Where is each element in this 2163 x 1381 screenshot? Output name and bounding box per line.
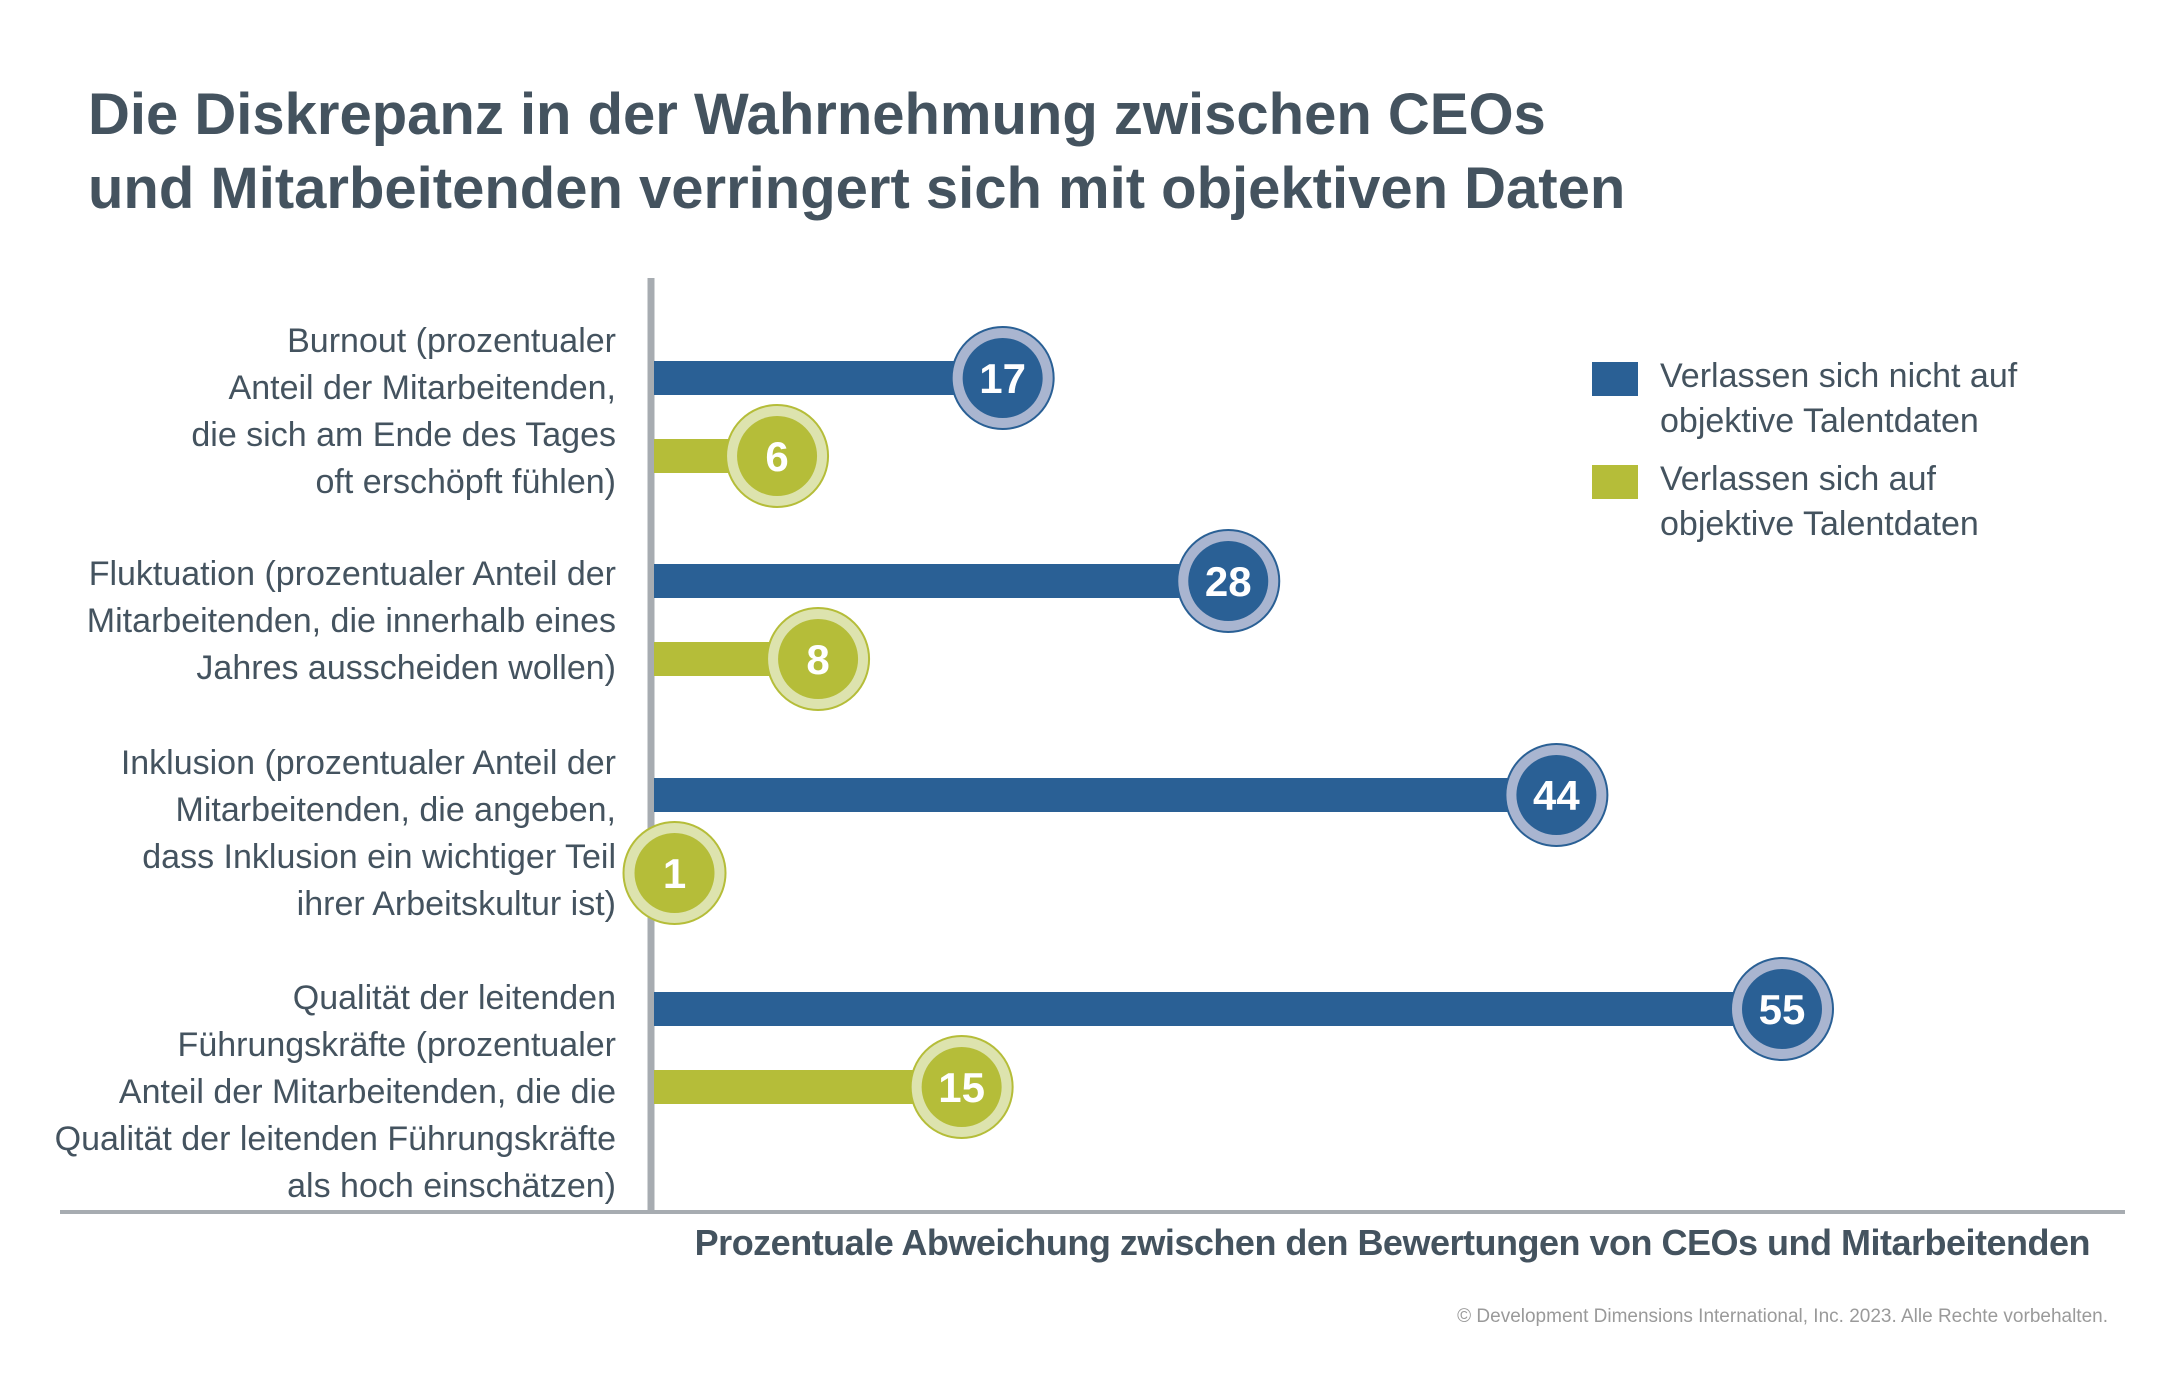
category-label-1-line-0: Fluktuation (prozentualer Anteil der <box>88 555 616 593</box>
data-label-s1-c1: 8 <box>806 636 829 683</box>
copyright-notice: © Development Dimensions International, … <box>1457 1306 2108 1327</box>
legend-label-0-line-0: Verlassen sich nicht auf <box>1660 357 2018 395</box>
chart-title: Die Diskrepanz in der Wahrnehmung zwisch… <box>88 78 1988 226</box>
data-label-s0-c3: 55 <box>1759 986 1806 1033</box>
category-label-1: Fluktuation (prozentualer Anteil der Mita… <box>87 551 616 692</box>
category-label-0-line-2: die sich am Ende des Tages <box>191 416 616 454</box>
chart-title-line-2: und Mitarbeitenden verringert sich mit o… <box>88 156 1626 221</box>
x-axis-label: Prozentuale Abweichung zwischen den Bewe… <box>694 1222 2091 1263</box>
legend-swatch-1 <box>1592 465 1638 499</box>
category-label-2-line-3: ihrer Arbeitskultur ist) <box>296 885 616 923</box>
legend-label-1-line-0: Verlassen sich auf <box>1660 460 1936 498</box>
bar-s0-c0 <box>654 361 1003 395</box>
legend-label-1-line-1: objektive Talentdaten <box>1660 505 1979 543</box>
marker-s0-c3 <box>1742 969 1822 1049</box>
category-label-3-line-1: Führungskräfte (prozentualer <box>177 1026 616 1064</box>
category-label-3-line-0: Qualität der leitenden <box>292 979 616 1017</box>
bar-s0-c2 <box>654 778 1557 812</box>
category-label-0-line-1: Anteil der Mitarbeitenden, <box>228 369 616 407</box>
category-label-3-line-4: als hoch einschätzen) <box>287 1167 616 1205</box>
legend-label-1: Verlassen sich auf objektive Talentdaten <box>1660 457 1979 547</box>
data-label-s0-c2: 44 <box>1533 772 1580 819</box>
marker-s0-c2 <box>1516 755 1597 835</box>
category-label-3-line-3: Qualität der leitenden Führungskräfte <box>54 1120 616 1158</box>
category-label-0-line-3: oft erschöpft fühlen) <box>315 463 616 501</box>
data-label-s1-c2: 1 <box>663 850 686 897</box>
data-label-s1-c3: 15 <box>938 1064 985 1111</box>
data-label-s1-c0: 6 <box>765 433 788 480</box>
data-label-s0-c0: 17 <box>979 355 1026 402</box>
category-label-0: Burnout (prozentualer Anteil der Mitarbei… <box>191 318 616 506</box>
marker-s1-c1 <box>778 619 859 699</box>
marker-s0-c0 <box>962 338 1043 418</box>
category-label-2-line-1: Mitarbeitenden, die angeben, <box>175 791 616 829</box>
marker-s1-c2 <box>634 833 715 913</box>
bar-s0-c3 <box>654 992 1782 1026</box>
marker-s0-c1 <box>1188 541 1269 621</box>
category-label-2-line-2: dass Inklusion ein wichtiger Teil <box>142 838 616 876</box>
legend-swatch-0 <box>1592 362 1638 396</box>
marker-s1-c3 <box>921 1047 1002 1127</box>
category-label-2-line-0: Inklusion (prozentualer Anteil der <box>120 744 616 782</box>
category-label-2: Inklusion (prozentualer Anteil der Mitarb… <box>121 740 616 928</box>
category-label-1-line-2: Jahres ausscheiden wollen) <box>196 649 616 687</box>
bar-s0-c1 <box>654 564 1229 598</box>
category-label-3-line-2: Anteil der Mitarbeitenden, die die <box>118 1073 616 1111</box>
category-label-3: Qualität der leitenden Führungskräfte (pr… <box>55 975 616 1210</box>
category-label-0-line-0: Burnout (prozentualer <box>287 322 616 360</box>
marker-s1-c0 <box>737 416 818 496</box>
chart-title-line-1: Die Diskrepanz in der Wahrnehmung zwisch… <box>88 82 1546 147</box>
data-label-s0-c1: 28 <box>1205 558 1252 605</box>
legend-label-0-line-1: objektive Talentdaten <box>1660 402 1979 440</box>
legend-label-0: Verlassen sich nicht auf objektive Talent… <box>1660 354 2017 444</box>
category-label-1-line-1: Mitarbeitenden, die innerhalb eines <box>86 602 616 640</box>
